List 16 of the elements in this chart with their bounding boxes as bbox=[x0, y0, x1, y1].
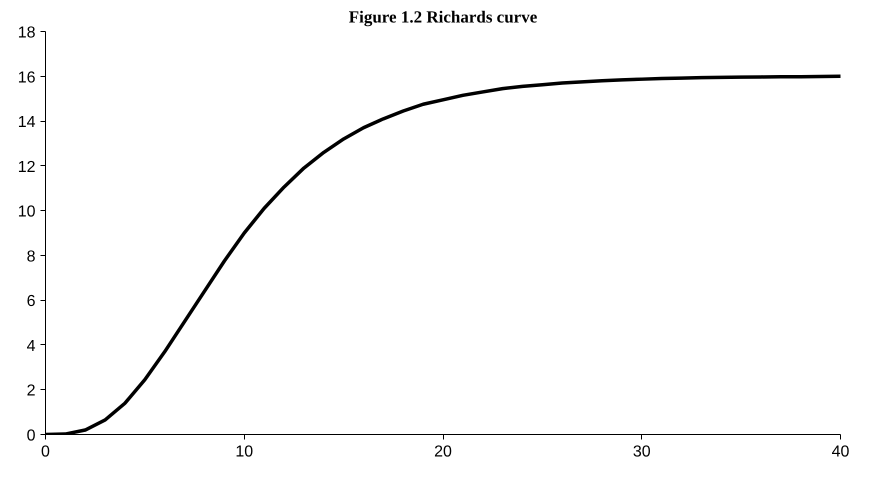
y-tick-label: 12 bbox=[18, 158, 36, 176]
chart-title: Figure 1.2 Richards curve bbox=[348, 8, 538, 26]
x-tick-label: 20 bbox=[434, 444, 452, 460]
y-tick-label: 2 bbox=[26, 382, 36, 400]
y-tick-label: 8 bbox=[26, 248, 36, 266]
y-tick-label: 0 bbox=[26, 428, 36, 444]
y-tick-label: 18 bbox=[18, 24, 36, 42]
x-tick-label: 40 bbox=[832, 444, 850, 460]
y-tick-label: 16 bbox=[18, 69, 36, 86]
y-tick-label: 10 bbox=[18, 204, 36, 221]
x-tick-label: 30 bbox=[632, 444, 651, 460]
x-tick-label: 0 bbox=[41, 444, 50, 460]
y-tick-label: 14 bbox=[18, 114, 36, 132]
x-tick-label: 10 bbox=[235, 444, 254, 460]
y-tick-label: 4 bbox=[26, 338, 36, 355]
y-tick-label: 6 bbox=[26, 293, 36, 310]
